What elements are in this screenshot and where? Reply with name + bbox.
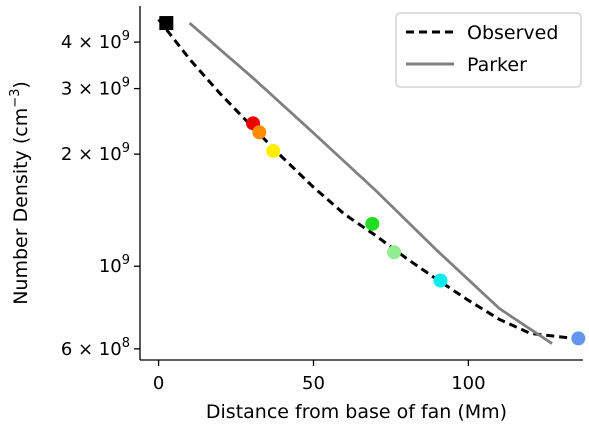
data-point [252, 125, 267, 140]
legend-observed-label: Observed [467, 22, 558, 44]
data-point [266, 143, 281, 158]
plot-area [157, 16, 586, 346]
series-line-observed [157, 18, 574, 340]
data-point [387, 245, 402, 260]
legend: Observed Parker [395, 12, 582, 88]
x-axis-label: Distance from base of fan (Mm) [206, 401, 507, 423]
x-tick-label: 0 [153, 373, 164, 394]
y-tick-label: 3 × 109 [61, 76, 130, 100]
y-tick-label: 6 × 108 [61, 336, 130, 360]
data-point [433, 273, 448, 288]
x-tick-label: 100 [451, 373, 485, 394]
legend-parker-label: Parker [467, 54, 527, 76]
axes: 0 50 100 6 × 108 109 2 × 109 3 × 109 4 × 109 Dis… [8, 6, 583, 423]
x-tick-label: 50 [302, 373, 325, 394]
y-tick-label: 2 × 109 [61, 141, 130, 165]
y-tick-label: 4 × 109 [61, 29, 130, 53]
data-point [365, 216, 380, 231]
y-axis-label: Number Density (cm−3) [8, 81, 32, 305]
series-line-parker [188, 21, 553, 345]
data-point-square [159, 16, 174, 31]
data-point [571, 331, 586, 346]
y-tick-label: 109 [99, 253, 130, 277]
legend-box [395, 12, 582, 88]
